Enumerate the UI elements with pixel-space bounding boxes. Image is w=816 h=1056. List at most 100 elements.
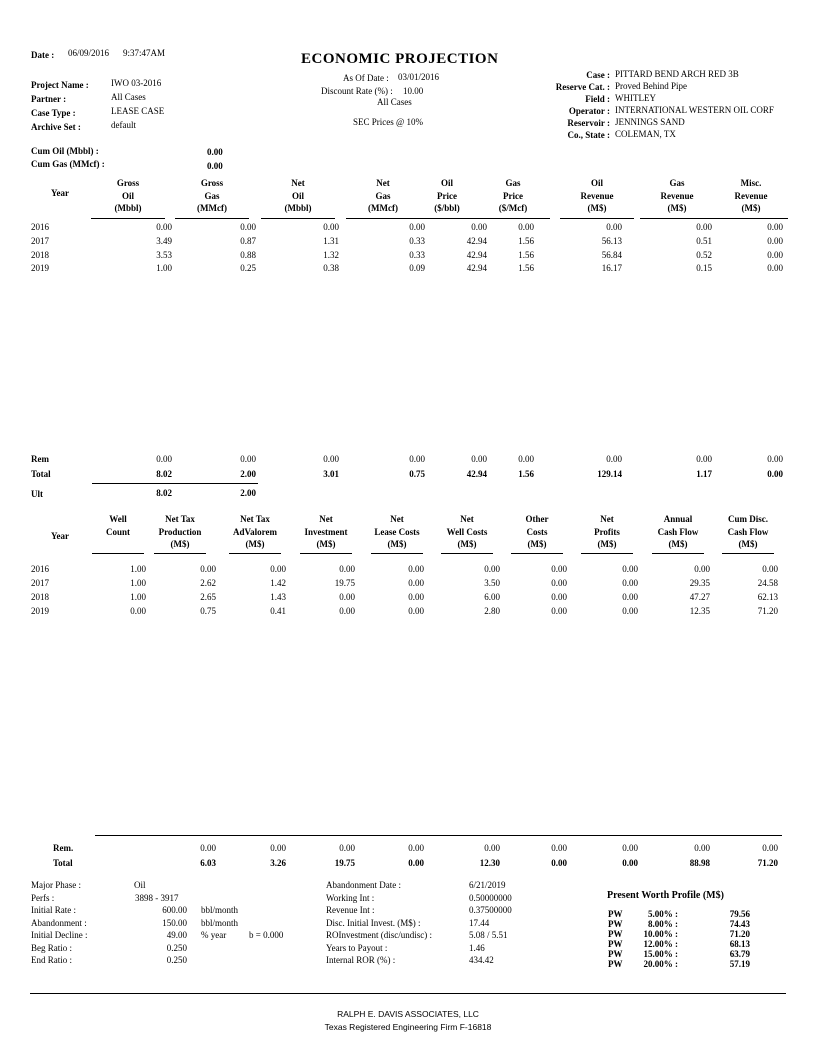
column-header-line: Other bbox=[525, 514, 549, 524]
table-cell: 0.00 bbox=[694, 564, 710, 574]
rem-cell: 0.00 bbox=[696, 454, 712, 464]
footer-divider bbox=[30, 993, 786, 994]
column-header-underline bbox=[300, 553, 352, 554]
table-cell: 1.00 bbox=[130, 564, 146, 574]
total-cell: 0.00 bbox=[551, 858, 567, 868]
total-cell: 3.26 bbox=[270, 858, 286, 868]
table-cell: 62.13 bbox=[757, 592, 778, 602]
pw-value: 63.79 bbox=[729, 949, 750, 959]
pw-label: PW bbox=[608, 939, 623, 949]
column-header-line: Net bbox=[319, 514, 333, 524]
pw-value: 79.56 bbox=[729, 909, 750, 919]
year-header: Year bbox=[51, 188, 69, 198]
table-cell: 0.00 bbox=[551, 606, 567, 616]
total-cell: 1.17 bbox=[696, 469, 712, 479]
column-header-line: Production bbox=[158, 526, 202, 537]
table-cell: 0.00 bbox=[696, 222, 712, 232]
column-header-line: Investment bbox=[304, 526, 348, 537]
rem-label: Rem bbox=[31, 454, 49, 464]
indicator-value: 6/21/2019 bbox=[469, 880, 506, 890]
ult-cell: 8.02 bbox=[156, 488, 172, 498]
as-of-label: As Of Date : bbox=[343, 73, 389, 83]
column-header-line: Price bbox=[437, 190, 457, 201]
column-header-underline bbox=[410, 218, 484, 219]
pw-rate: 8.00% : bbox=[648, 919, 678, 929]
indicator-value: 5.08 / 5.51 bbox=[469, 930, 508, 940]
rem-cell: 0.00 bbox=[694, 843, 710, 853]
summary-label: End Ratio : bbox=[31, 955, 72, 965]
rem-cell: 0.00 bbox=[767, 454, 783, 464]
pw-label: PW bbox=[608, 959, 623, 969]
firm-name: RALPH E. DAVIS ASSOCIATES, LLC bbox=[337, 1009, 479, 1019]
field-label: Case Type : bbox=[31, 108, 76, 118]
column-header-line: (M$) bbox=[316, 539, 336, 549]
ult-cell: 2.00 bbox=[240, 488, 256, 498]
table-cell: 0.00 bbox=[551, 578, 567, 588]
pw-value: 71.20 bbox=[729, 929, 750, 939]
field-value: IWO 03-2016 bbox=[111, 78, 162, 88]
field-value: Proved Behind Pipe bbox=[615, 81, 687, 91]
column-header-line: (M$) bbox=[527, 539, 547, 549]
table-cell: 0.00 bbox=[767, 222, 783, 232]
table-cell: 0.00 bbox=[339, 592, 355, 602]
discount-label: Discount Rate (%) : bbox=[321, 86, 393, 96]
column-header-underline bbox=[175, 218, 249, 219]
column-header-line: Revenue bbox=[660, 190, 694, 201]
table-cell: 0.00 bbox=[156, 222, 172, 232]
table-cell: 47.27 bbox=[689, 592, 710, 602]
column-header-underline bbox=[714, 218, 788, 219]
column-header: Net Investment (M$) bbox=[286, 513, 366, 551]
table-cell: 19.75 bbox=[334, 578, 355, 588]
cum-gas-label: Cum Gas (MMcf) : bbox=[31, 159, 105, 169]
total-cell: 42.94 bbox=[466, 469, 487, 479]
table-cell: 0.00 bbox=[622, 606, 638, 616]
table-cell: 0.00 bbox=[767, 250, 783, 260]
column-header-line: Net bbox=[390, 514, 404, 524]
table-cell: 0.00 bbox=[551, 564, 567, 574]
summary-value: Oil bbox=[134, 880, 146, 890]
table-cell: 0.25 bbox=[240, 263, 256, 273]
pw-profile-title: Present Worth Profile (M$) bbox=[607, 890, 724, 901]
column-header-underline bbox=[652, 553, 704, 554]
table-cell: 42.94 bbox=[466, 236, 487, 246]
column-header: Oil Revenue (M$) bbox=[557, 177, 637, 215]
table-cell: 56.13 bbox=[601, 236, 622, 246]
table-cell: 0.00 bbox=[409, 222, 425, 232]
column-header-line: Annual bbox=[663, 514, 693, 524]
column-header-underline bbox=[511, 553, 563, 554]
table-cell: 0.00 bbox=[471, 222, 487, 232]
column-header-line: (M$) bbox=[738, 539, 758, 549]
indicator-value: 0.37500000 bbox=[469, 905, 512, 915]
summary-value: 600.00 bbox=[162, 905, 187, 915]
column-header: Other Costs (M$) bbox=[497, 513, 577, 551]
field-value: WHITLEY bbox=[615, 93, 656, 103]
summary-value: 0.250 bbox=[166, 955, 187, 965]
column-header-line: (M$) bbox=[668, 539, 688, 549]
table-cell: 3.50 bbox=[484, 578, 500, 588]
column-header-line: (M$) bbox=[245, 539, 265, 549]
pw-rate: 5.00% : bbox=[648, 909, 678, 919]
table-cell: 56.84 bbox=[601, 250, 622, 260]
column-header: Well Count bbox=[78, 513, 158, 551]
column-header-line: (Mbbl) bbox=[114, 203, 142, 213]
summary-label: Abandonment : bbox=[31, 917, 87, 928]
total-cell: 0.00 bbox=[767, 469, 783, 479]
column-header: Gross Gas (MMcf) bbox=[172, 177, 252, 215]
field-label: Operator : bbox=[568, 106, 610, 116]
indicator-label: Abandonment Date : bbox=[326, 880, 401, 890]
field-label: Co., State : bbox=[567, 130, 611, 140]
column-header-line: Lease Costs bbox=[374, 526, 420, 537]
column-header-line: Profits bbox=[594, 526, 620, 537]
field-label: Reserve Cat. : bbox=[555, 82, 610, 92]
column-header-line: Revenue bbox=[734, 190, 768, 201]
rem-cell: 0.00 bbox=[409, 454, 425, 464]
column-header-line: (M$) bbox=[667, 203, 687, 213]
rem-cell: 0.00 bbox=[471, 454, 487, 464]
column-header: Cum Disc. Cash Flow (M$) bbox=[708, 513, 788, 551]
summary-unit: % year bbox=[201, 930, 227, 940]
column-header-line: Oil bbox=[121, 190, 134, 201]
table-cell: 1.00 bbox=[156, 263, 172, 273]
column-header-line: Oil bbox=[291, 190, 304, 201]
indicator-label: Internal ROR (%) : bbox=[326, 955, 396, 965]
column-header-line: (M$) bbox=[387, 539, 407, 549]
